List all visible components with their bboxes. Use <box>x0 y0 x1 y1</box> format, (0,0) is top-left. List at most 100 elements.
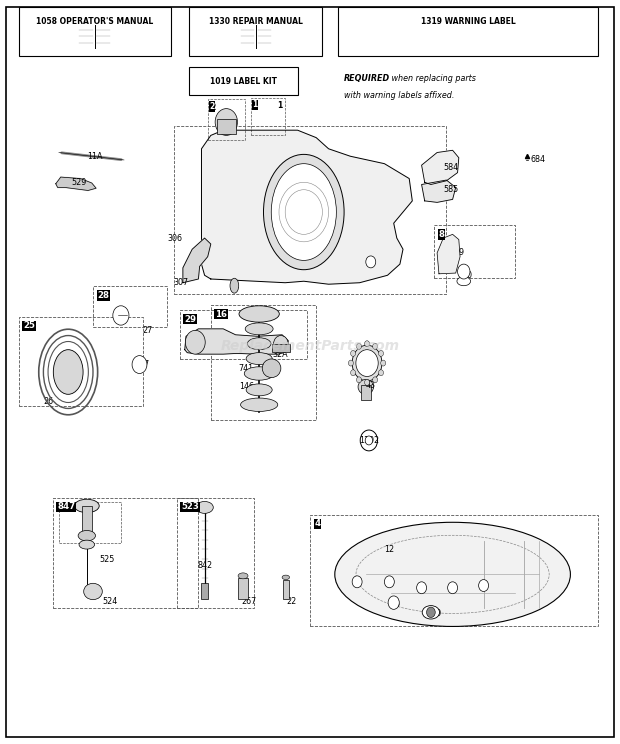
Circle shape <box>356 350 378 376</box>
Polygon shape <box>437 234 460 274</box>
Circle shape <box>365 341 370 347</box>
Text: 43: 43 <box>366 381 376 390</box>
Ellipse shape <box>246 384 272 396</box>
Text: 16: 16 <box>215 310 227 318</box>
Text: 46: 46 <box>366 360 376 369</box>
Text: 267: 267 <box>242 597 257 606</box>
Circle shape <box>458 264 470 279</box>
Text: 26: 26 <box>43 397 53 406</box>
Bar <box>347 45 394 50</box>
Ellipse shape <box>79 540 95 549</box>
Circle shape <box>373 343 378 349</box>
Ellipse shape <box>78 530 95 541</box>
Bar <box>189 67 298 95</box>
Text: 25: 25 <box>23 321 35 330</box>
Bar <box>272 344 290 352</box>
Circle shape <box>366 256 376 268</box>
Circle shape <box>373 377 378 383</box>
Circle shape <box>365 379 370 385</box>
Text: with warning labels affixed.: with warning labels affixed. <box>344 91 454 100</box>
Text: 307: 307 <box>174 278 188 287</box>
Text: 11A: 11A <box>87 152 102 161</box>
Ellipse shape <box>247 338 271 350</box>
Ellipse shape <box>358 379 373 394</box>
Text: 1330 REPAIR MANUAL: 1330 REPAIR MANUAL <box>209 17 303 26</box>
Text: 1102: 1102 <box>360 436 379 445</box>
Ellipse shape <box>262 359 281 378</box>
Circle shape <box>356 377 361 383</box>
Polygon shape <box>422 180 456 202</box>
Circle shape <box>113 306 129 325</box>
Bar <box>19 7 170 56</box>
Circle shape <box>350 370 355 376</box>
Text: 1: 1 <box>252 100 257 109</box>
Ellipse shape <box>196 501 213 513</box>
Circle shape <box>132 356 147 373</box>
Text: 523: 523 <box>181 502 199 511</box>
Text: 12: 12 <box>384 545 394 554</box>
Text: 306: 306 <box>167 234 182 243</box>
Ellipse shape <box>53 350 83 394</box>
Circle shape <box>348 360 353 366</box>
Text: 24: 24 <box>229 282 239 291</box>
Ellipse shape <box>74 499 99 513</box>
Bar <box>239 25 273 48</box>
Ellipse shape <box>264 155 344 270</box>
Ellipse shape <box>272 164 336 260</box>
Bar <box>82 506 92 532</box>
Text: 718: 718 <box>291 256 306 265</box>
Circle shape <box>427 607 435 618</box>
FancyArrowPatch shape <box>61 153 122 160</box>
Text: 8: 8 <box>438 230 445 239</box>
Text: 524: 524 <box>102 597 118 606</box>
Polygon shape <box>422 150 459 185</box>
Circle shape <box>360 430 378 451</box>
Bar <box>434 225 515 278</box>
Ellipse shape <box>457 277 471 286</box>
Bar <box>211 305 316 420</box>
Ellipse shape <box>244 367 274 380</box>
Text: 32A: 32A <box>273 350 288 359</box>
Circle shape <box>185 330 205 354</box>
Text: 525: 525 <box>99 555 115 564</box>
Bar <box>19 317 143 406</box>
Polygon shape <box>202 130 412 284</box>
Bar <box>347 27 394 32</box>
Ellipse shape <box>84 583 102 600</box>
Text: 1: 1 <box>277 101 282 110</box>
Bar <box>53 498 198 608</box>
Bar <box>93 286 167 327</box>
Text: 20: 20 <box>431 609 441 618</box>
Bar <box>217 119 236 134</box>
Circle shape <box>388 596 399 609</box>
Bar <box>338 7 598 56</box>
Text: 1058 OPERATOR'S MANUAL: 1058 OPERATOR'S MANUAL <box>36 17 153 26</box>
Text: 584: 584 <box>443 163 458 172</box>
Circle shape <box>350 350 355 356</box>
Text: 741: 741 <box>239 364 254 373</box>
Text: 1019 LABEL KIT: 1019 LABEL KIT <box>210 77 277 86</box>
Circle shape <box>381 360 386 366</box>
Text: 529: 529 <box>71 178 87 187</box>
Bar <box>180 310 307 359</box>
Text: REQUIRED: REQUIRED <box>344 74 390 83</box>
Text: 842: 842 <box>197 561 212 570</box>
Text: 4: 4 <box>314 519 321 528</box>
Text: when replacing parts: when replacing parts <box>389 74 476 83</box>
Bar <box>347 33 394 38</box>
Bar <box>238 578 248 599</box>
Bar <box>347 21 394 26</box>
Ellipse shape <box>245 323 273 335</box>
Bar <box>347 15 394 20</box>
Bar <box>283 580 289 599</box>
Bar <box>310 515 598 626</box>
Ellipse shape <box>335 522 570 626</box>
Circle shape <box>479 580 489 591</box>
Text: 2: 2 <box>210 102 215 111</box>
Text: 10: 10 <box>462 271 472 280</box>
Ellipse shape <box>352 345 382 381</box>
Ellipse shape <box>238 573 248 579</box>
Text: 27: 27 <box>143 326 153 335</box>
Polygon shape <box>185 329 288 354</box>
Bar <box>59 502 121 543</box>
